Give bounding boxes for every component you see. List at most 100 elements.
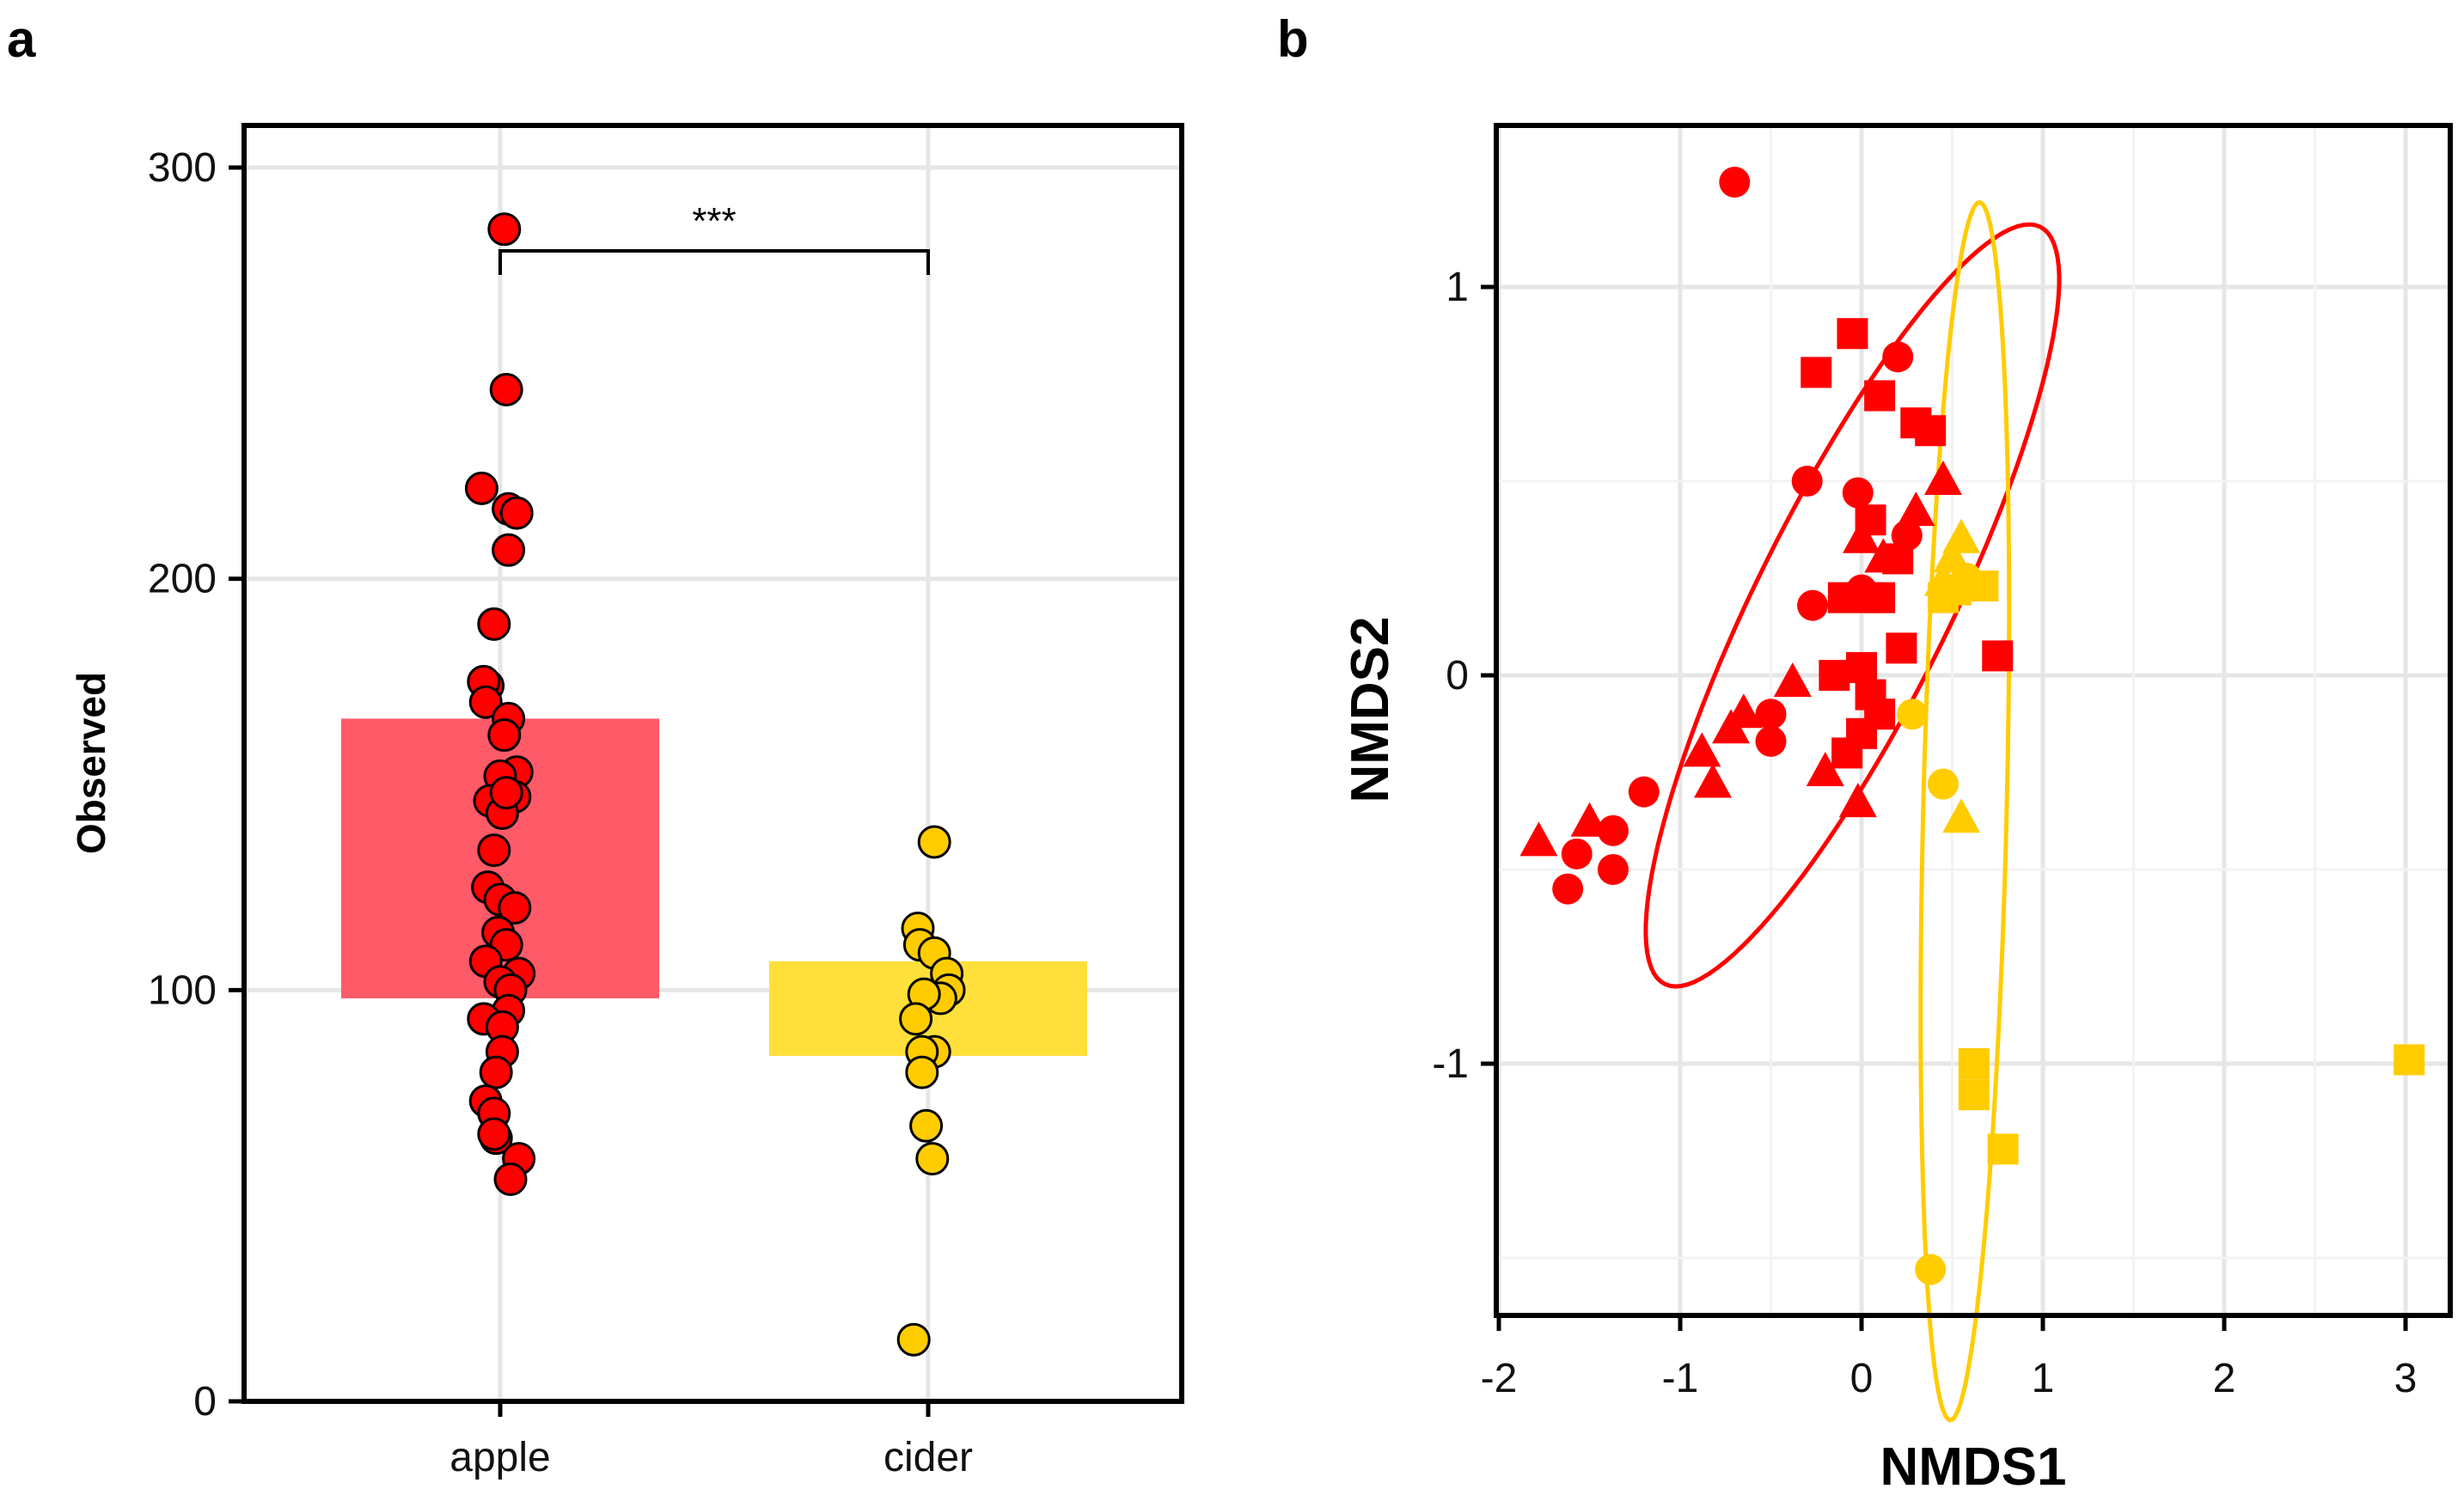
y-tick-label-300: 300 <box>148 145 217 191</box>
point-cider-square-10 <box>2394 1044 2425 1076</box>
point-apple-11 <box>487 718 522 753</box>
point-apple-triangle-36 <box>1773 662 1812 698</box>
point-cider-triangle-3 <box>1942 798 1981 833</box>
x-tick-label-2: 2 <box>2213 1356 2236 1401</box>
point-apple-circle-13 <box>1552 873 1584 905</box>
point-apple-4 <box>499 496 534 530</box>
point-apple-square-23 <box>1864 582 1896 613</box>
point-apple-square-22 <box>1827 582 1859 613</box>
significance-label: *** <box>692 200 736 242</box>
point-apple-0 <box>487 212 522 247</box>
point-cider-14 <box>896 1322 931 1357</box>
point-apple-triangle-44 <box>1570 802 1609 837</box>
panel-b-frame <box>1494 123 2453 1318</box>
x-tick-label-cider: cider <box>883 1435 973 1480</box>
panel-b-label: b <box>1277 10 1309 68</box>
x-axis-title-nmds1: NMDS1 <box>1880 1437 2066 1495</box>
point-apple-circle-2 <box>1791 466 1823 497</box>
panel-a-bars <box>341 718 1087 1056</box>
point-cider-square-7 <box>1958 1048 1990 1079</box>
x-tick-label--1: -1 <box>1662 1356 1699 1401</box>
point-apple-circle-11 <box>1561 838 1593 870</box>
point-apple-circle-0 <box>1719 166 1751 198</box>
y-tick-label-100: 100 <box>148 967 217 1013</box>
point-apple-square-15 <box>1801 357 1832 388</box>
point-cider-triangle-1 <box>1942 518 1981 553</box>
point-apple-circle-10 <box>1597 815 1629 846</box>
point-apple-21 <box>498 891 532 925</box>
point-apple-triangle-39 <box>1683 732 1721 767</box>
point-apple-6 <box>477 607 511 641</box>
point-apple-square-25 <box>1846 651 1877 683</box>
x-tick-label-0: 0 <box>1850 1356 1874 1401</box>
point-cider-11 <box>905 1055 939 1089</box>
point-apple-square-30 <box>1886 632 1917 664</box>
point-apple-circle-8 <box>1755 725 1787 757</box>
point-cider-circle-11 <box>1951 563 1983 594</box>
panel-a-label: a <box>7 10 36 68</box>
panel-b-nmds: -2 -1 0 1 2 3 -1 0 1 NMDS1 NMDS2 <box>1341 123 2453 1495</box>
y-tick-label-0: 0 <box>193 1379 217 1425</box>
ellipse-cider <box>1918 199 2012 1423</box>
point-apple-circle-3 <box>1842 477 1874 509</box>
point-apple-triangle-35 <box>1864 538 1903 573</box>
point-apple-square-14 <box>1837 318 1868 350</box>
point-apple-circle-1 <box>1882 341 1914 373</box>
panel-b-axes: -2 -1 0 1 2 3 -1 0 1 <box>1432 265 2417 1401</box>
y-axis-title-observed: Observed <box>69 672 113 854</box>
point-cider-square-6 <box>1927 582 1959 613</box>
point-apple-1 <box>489 372 523 406</box>
panel-b-ellipses <box>1643 199 2062 1423</box>
significance-bracket: *** <box>498 200 930 275</box>
point-apple-circle-12 <box>1597 854 1629 885</box>
point-cider-circle-13 <box>1927 768 1959 800</box>
point-apple-square-31 <box>1982 640 2014 672</box>
point-apple-circle-4 <box>1891 520 1923 552</box>
y-tick-label-0: 0 <box>1446 653 1469 699</box>
point-cider-13 <box>915 1142 950 1176</box>
point-apple-triangle-38 <box>1712 709 1751 744</box>
y-tick-label-200: 200 <box>148 557 217 602</box>
ellipse-apple <box>1643 222 2062 989</box>
point-apple-square-18 <box>1915 415 1947 447</box>
x-tick-label--2: -2 <box>1481 1356 1518 1401</box>
point-apple-triangle-33 <box>1897 491 1935 527</box>
panel-b-grid <box>1496 125 2450 1315</box>
point-apple-square-16 <box>1864 380 1896 412</box>
point-apple-5 <box>492 533 526 567</box>
point-cider-0 <box>917 825 951 859</box>
y-tick-label--1: -1 <box>1432 1041 1469 1087</box>
point-apple-square-29 <box>1831 737 1863 769</box>
panel-a-boxplot: *** 0 100 200 300 apple cider Observed <box>69 123 1184 1480</box>
point-apple-9 <box>468 685 503 719</box>
point-apple-triangle-32 <box>1923 461 1962 495</box>
point-cider-square-8 <box>1958 1079 1990 1111</box>
point-apple-32 <box>479 1055 513 1089</box>
point-apple-square-24 <box>1819 660 1850 691</box>
panel-a-axes: 0 100 200 300 apple cider <box>148 145 973 1480</box>
x-tick-label-3: 3 <box>2394 1356 2418 1401</box>
y-axis-title-nmds2: NMDS2 <box>1341 616 1400 802</box>
point-apple-2 <box>464 471 498 505</box>
point-apple-triangle-40 <box>1693 763 1732 798</box>
point-apple-18 <box>477 833 511 868</box>
point-apple-38 <box>493 1162 528 1197</box>
point-apple-17 <box>489 776 523 810</box>
panel-a-points <box>464 212 966 1357</box>
point-apple-triangle-43 <box>1519 821 1558 857</box>
point-cider-8 <box>899 1002 933 1036</box>
point-cider-circle-14 <box>1915 1254 1947 1285</box>
point-apple-triangle-41 <box>1806 752 1844 786</box>
y-tick-label-1: 1 <box>1446 265 1469 310</box>
x-tick-label-1: 1 <box>2032 1356 2055 1401</box>
point-cider-square-9 <box>1987 1133 2019 1165</box>
point-apple-triangle-42 <box>1838 783 1877 818</box>
point-apple-triangle-34 <box>1843 518 1880 553</box>
point-apple-circle-9 <box>1628 776 1660 808</box>
point-apple-circle-7 <box>1755 699 1787 730</box>
point-apple-circle-5 <box>1797 589 1829 621</box>
point-cider-12 <box>909 1108 944 1143</box>
x-tick-label-apple: apple <box>449 1435 550 1480</box>
point-apple-36 <box>477 1117 511 1151</box>
